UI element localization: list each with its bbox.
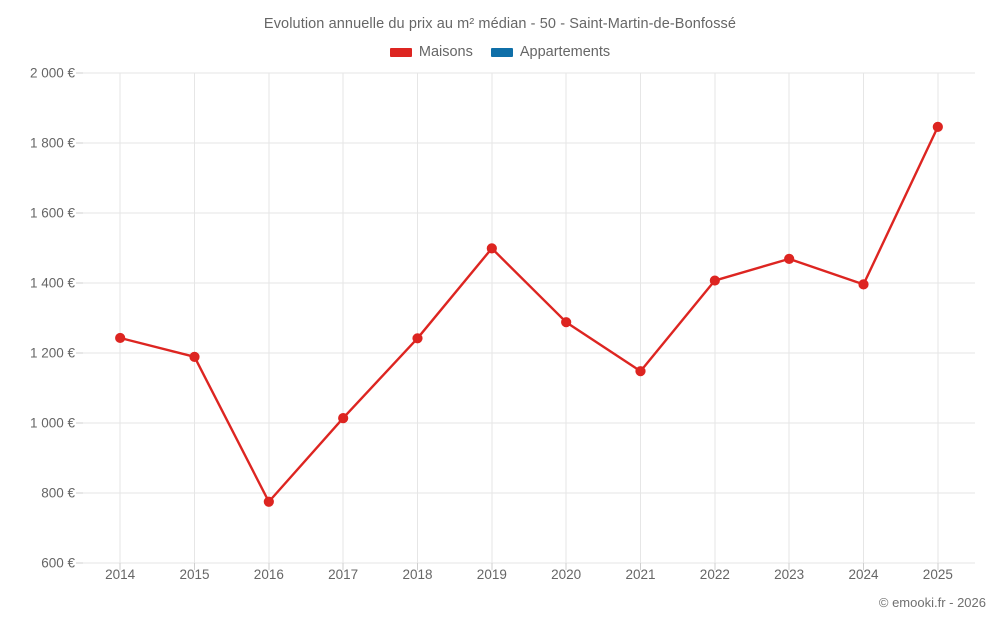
- x-axis-tick-label: 2015: [179, 567, 210, 582]
- x-axis-tick-label: 2024: [848, 567, 879, 582]
- x-axis-tick-label: 2022: [699, 567, 730, 582]
- y-axis-tick-label: 1 800 €: [29, 135, 75, 151]
- x-axis-tick-label: 2018: [402, 567, 433, 582]
- legend-label-maisons: Maisons: [418, 44, 473, 60]
- x-axis-tick-label: 2016: [253, 567, 284, 582]
- chart-legend: Maisons Appartements: [0, 44, 1000, 60]
- y-axis-tick-label: 800 €: [41, 485, 75, 501]
- y-axis-tick-label: 1 400 €: [29, 275, 75, 291]
- x-axis-tick-label: 2020: [551, 567, 582, 582]
- legend-label-appartements: Appartements: [519, 44, 611, 60]
- x-axis-ticks: [119, 563, 939, 570]
- y-axis-tick-label: 600 €: [41, 555, 75, 571]
- page-title: Evolution annuelle du prix au m² médian …: [263, 16, 737, 32]
- y-axis-tick-label: 1 600 €: [29, 205, 75, 221]
- y-axis-ticks: [76, 72, 83, 564]
- grid-lines: [83, 72, 975, 564]
- x-axis-tick-label: 2017: [328, 567, 359, 582]
- data-series-lines: [118, 125, 940, 503]
- x-axis-tick-label: 2019: [476, 567, 507, 582]
- x-axis-tick-label: 2025: [922, 567, 953, 582]
- legend-item-maisons[interactable]: Maisons: [389, 44, 473, 60]
- y-axis-tick-label: 1 200 €: [29, 345, 75, 361]
- y-axis-tick-label: 1 000 €: [29, 415, 75, 431]
- y-axis-tick-label: 2 000 €: [29, 65, 75, 81]
- data-series-points: [115, 121, 943, 507]
- x-axis-tick-label: 2014: [105, 567, 136, 582]
- legend-swatch-appartements: [490, 47, 513, 57]
- legend-swatch-maisons: [389, 47, 412, 57]
- footer-credit: © emooki.fr - 2026: [878, 595, 986, 610]
- x-axis-tick-label: 2021: [625, 567, 656, 582]
- x-axis-tick-label: 2023: [774, 567, 805, 582]
- legend-item-appartements[interactable]: Appartements: [490, 44, 611, 60]
